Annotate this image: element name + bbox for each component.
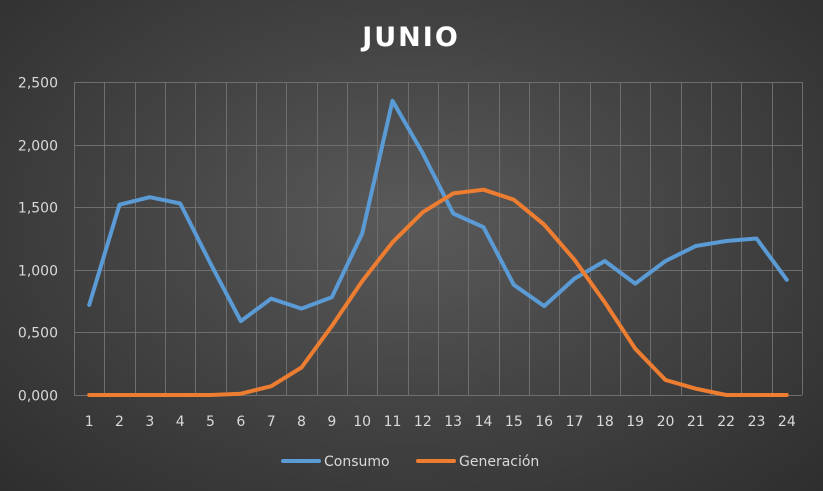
x-axis-tick-labels: 1 2 3 4 5 6 7 8 9 10 11 12 13 14 15 16 17 18 19 20 21 22 23 24 [85, 414, 796, 430]
y-tick-label: 2,500 [18, 76, 58, 92]
legend-label-1: Generación [459, 454, 539, 470]
x-tick-label: 18 [596, 414, 614, 430]
y-tick-label: 1,000 [18, 264, 58, 280]
x-tick-label: 22 [717, 414, 735, 430]
x-tick-label: 8 [297, 414, 306, 430]
y-tick-label: 2,000 [18, 139, 58, 155]
series-line-0 [87, 98, 789, 324]
x-tick-label: 1 [85, 414, 94, 430]
x-tick-label: 6 [236, 414, 245, 430]
y-tick-label: 1,500 [18, 201, 58, 217]
x-tick-label: 19 [626, 414, 644, 430]
x-tick-label: 10 [353, 414, 371, 430]
x-tick-label: 5 [206, 414, 215, 430]
y-axis-tick-labels: 0,000 0,500 1,000 1,500 2,000 2,500 [18, 76, 58, 405]
x-tick-label: 21 [687, 414, 705, 430]
x-tick-label: 16 [535, 414, 553, 430]
y-tick-label: 0,500 [18, 326, 58, 342]
x-tick-label: 2 [115, 414, 124, 430]
x-tick-label: 13 [444, 414, 462, 430]
x-tick-label: 23 [748, 414, 766, 430]
series-lines [87, 98, 789, 397]
x-tick-label: 20 [657, 414, 675, 430]
series-line-1 [87, 187, 789, 397]
x-tick-label: 17 [566, 414, 584, 430]
x-tick-label: 4 [176, 414, 185, 430]
legend-label-0: Consumo [324, 454, 390, 470]
x-tick-label: 14 [475, 414, 493, 430]
x-tick-label: 24 [778, 414, 796, 430]
x-tick-label: 12 [414, 414, 432, 430]
x-tick-label: 3 [145, 414, 154, 430]
grid-lines [74, 82, 803, 396]
legend: Consumo Generación [281, 454, 539, 470]
x-tick-label: 9 [327, 414, 336, 430]
chart-title: JUNIO [360, 22, 460, 53]
x-tick-label: 7 [267, 414, 276, 430]
y-tick-label: 0,000 [18, 389, 58, 405]
x-tick-label: 15 [505, 414, 523, 430]
x-tick-label: 11 [384, 414, 402, 430]
